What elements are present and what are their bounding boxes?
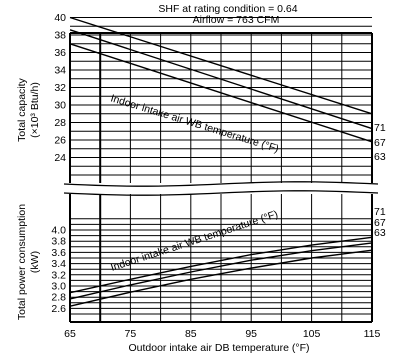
power-line-wb-63 [69, 249, 373, 307]
upper-y-axis-label-line2: (×10³ Btu/h) [29, 82, 41, 138]
power-line-wb-67 [69, 242, 373, 300]
chart-header-airflow: Airflow = 763 CFM [193, 14, 280, 26]
x-tick-label: 115 [364, 328, 381, 340]
capacity-line-wb-63 [69, 43, 373, 143]
power-series-label-63: 63 [374, 227, 386, 239]
chart-header-shf: SHF at rating condition = 0.64 [158, 3, 297, 15]
upper-y-tick-label: 24 [54, 152, 66, 164]
tick-labels: 65 75 85 95 105 1152426283032343638402.62.83.… [51, 12, 380, 340]
power-series-label-67: 67 [374, 217, 386, 229]
power-series-label-71: 71 [374, 206, 386, 218]
upper-y-tick-label: 34 [54, 65, 66, 77]
upper-y-tick-label: 30 [54, 100, 66, 112]
x-tick-label: 95 [245, 328, 257, 340]
lower-y-tick-label: 2.8 [51, 292, 66, 304]
lower-y-tick-label: 3.0 [51, 281, 66, 293]
x-tick-label: 85 [185, 328, 197, 340]
upper-y-tick-label: 36 [54, 47, 66, 59]
lower-y-tick-label: 3.2 [51, 269, 66, 281]
lower-y-tick-label: 2.6 [51, 303, 66, 315]
upper-y-tick-label: 28 [54, 117, 66, 129]
lower-y-axis-label-line2: (kW) [29, 251, 41, 273]
axis-break-mask [62, 183, 380, 194]
x-tick-label: 75 [125, 328, 137, 340]
capacity-line-wb-71 [69, 16, 373, 115]
lower-y-axis-label-line1: Total power consumption [16, 204, 28, 320]
lower-y-tick-label: 3.6 [51, 247, 66, 259]
x-tick-label: 105 [303, 328, 321, 340]
upper-y-tick-label: 40 [54, 12, 66, 24]
x-tick-label: 65 [64, 328, 76, 340]
capacity-series-label-67: 67 [374, 137, 386, 149]
capacity-series-label-63: 63 [374, 151, 386, 163]
lower-y-tick-label: 3.4 [51, 258, 66, 270]
capacity-line-wb-67 [69, 29, 373, 130]
lower-y-tick-label: 4.0 [51, 225, 66, 237]
upper-y-tick-label: 32 [54, 82, 66, 94]
power-line-wb-71 [69, 236, 373, 294]
x-axis-label: Outdoor intake air DB temperature (°F) [128, 342, 309, 354]
upper-y-tick-label: 26 [54, 135, 66, 147]
lower-y-tick-label: 3.8 [51, 236, 66, 248]
lower-panel-series [69, 236, 373, 307]
upper-panel-annotation: Indoor intake air WB temperature (°F) [109, 92, 280, 155]
axis-break-line-upper [63, 181, 379, 187]
upper-y-tick-label: 38 [54, 30, 66, 42]
upper-panel-series [69, 16, 373, 143]
capacity-series-label-71: 71 [374, 122, 386, 134]
lower-panel-grid [69, 194, 373, 322]
axis-break-line-lower [63, 190, 379, 196]
upper-y-axis-label-line1: Total capacity [16, 77, 28, 141]
